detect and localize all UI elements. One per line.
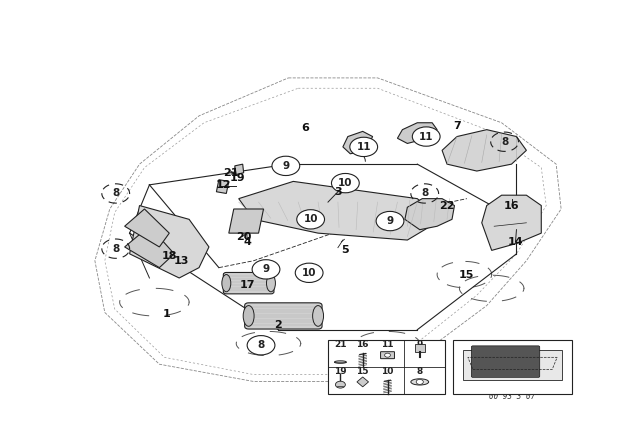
Circle shape (416, 379, 423, 384)
Text: 6: 6 (301, 123, 310, 133)
Circle shape (297, 210, 324, 229)
Text: 9: 9 (262, 264, 269, 274)
Text: 20: 20 (236, 232, 252, 241)
Circle shape (385, 353, 390, 357)
Polygon shape (397, 123, 437, 143)
Text: 10: 10 (338, 178, 353, 188)
Text: 22: 22 (439, 201, 455, 211)
Text: 10: 10 (381, 367, 394, 376)
Polygon shape (415, 344, 425, 352)
Ellipse shape (266, 275, 275, 292)
Text: 17: 17 (240, 280, 255, 290)
Circle shape (272, 156, 300, 176)
Polygon shape (442, 129, 527, 171)
Text: 10: 10 (302, 268, 316, 278)
FancyBboxPatch shape (471, 346, 540, 377)
Text: 8: 8 (112, 244, 119, 254)
Text: 13: 13 (174, 256, 189, 266)
Ellipse shape (312, 306, 324, 326)
Polygon shape (229, 209, 264, 233)
Text: 12: 12 (216, 180, 232, 190)
Text: 18: 18 (161, 250, 177, 261)
Polygon shape (405, 198, 454, 230)
Polygon shape (239, 181, 442, 240)
Polygon shape (216, 180, 229, 194)
FancyBboxPatch shape (244, 303, 322, 329)
Text: 11: 11 (381, 340, 394, 349)
Text: 8: 8 (417, 367, 423, 376)
Text: 16: 16 (356, 340, 369, 349)
Polygon shape (343, 131, 372, 154)
Polygon shape (357, 377, 369, 387)
Text: 15: 15 (458, 270, 474, 280)
Text: 10: 10 (303, 214, 318, 224)
Text: 19: 19 (334, 367, 347, 376)
Text: 21: 21 (223, 168, 239, 178)
Circle shape (335, 381, 346, 388)
Text: 9: 9 (282, 161, 289, 171)
Text: 9: 9 (417, 340, 423, 349)
Polygon shape (463, 350, 562, 380)
Polygon shape (125, 226, 174, 267)
FancyBboxPatch shape (381, 352, 394, 359)
Polygon shape (235, 164, 244, 174)
Text: 8: 8 (501, 137, 508, 147)
Circle shape (332, 173, 359, 193)
Circle shape (412, 127, 440, 146)
Polygon shape (129, 206, 209, 278)
Text: 21: 21 (334, 340, 347, 349)
Text: 7: 7 (453, 121, 461, 131)
Circle shape (350, 137, 378, 156)
Text: 3: 3 (334, 187, 342, 197)
Text: 2: 2 (275, 319, 282, 330)
Text: 14: 14 (508, 237, 524, 247)
Text: 00 93 3 07: 00 93 3 07 (490, 392, 536, 401)
Polygon shape (482, 195, 541, 250)
Text: 4: 4 (244, 237, 252, 247)
Polygon shape (125, 209, 169, 247)
FancyBboxPatch shape (453, 340, 572, 393)
Text: 9: 9 (387, 216, 394, 226)
Text: 19: 19 (230, 173, 246, 183)
FancyBboxPatch shape (328, 340, 445, 393)
Circle shape (376, 211, 404, 231)
Ellipse shape (243, 306, 254, 326)
Text: 15: 15 (356, 367, 369, 376)
Circle shape (247, 336, 275, 355)
Text: 11: 11 (356, 142, 371, 152)
Circle shape (295, 263, 323, 283)
Text: 16: 16 (504, 201, 519, 211)
Circle shape (252, 260, 280, 279)
Text: 11: 11 (419, 132, 433, 142)
Ellipse shape (335, 361, 346, 363)
Ellipse shape (222, 275, 231, 292)
Text: 8: 8 (112, 189, 119, 198)
FancyBboxPatch shape (223, 272, 274, 294)
Text: 5: 5 (342, 246, 349, 255)
Text: 8: 8 (421, 189, 428, 198)
Text: 8: 8 (257, 340, 265, 350)
Text: 1: 1 (163, 309, 171, 319)
Ellipse shape (411, 379, 429, 385)
